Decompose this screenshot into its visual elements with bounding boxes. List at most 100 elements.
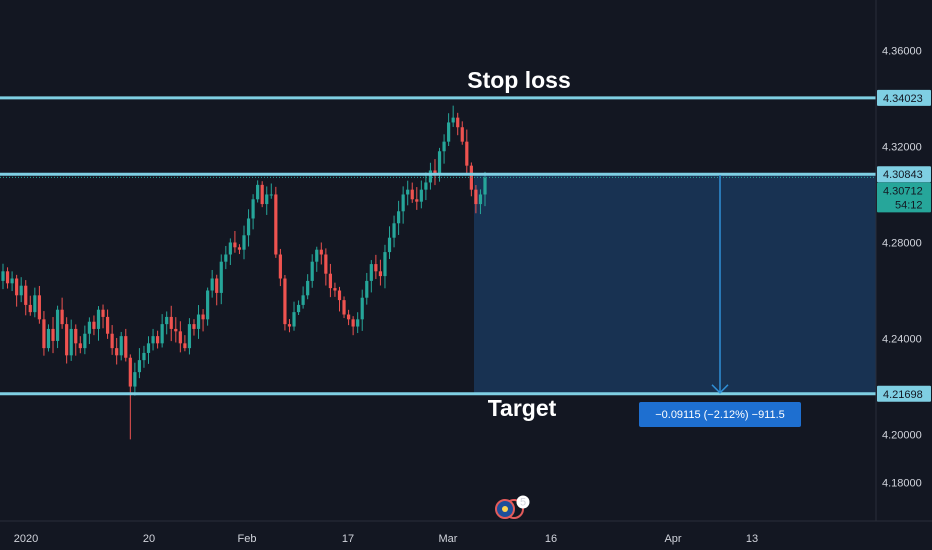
entry-price-badge-bg xyxy=(877,166,931,183)
candle-body xyxy=(374,264,378,272)
candle-body xyxy=(215,278,219,293)
candle-body xyxy=(306,280,310,296)
candle-body xyxy=(360,297,364,320)
candle-body xyxy=(378,271,383,277)
candle-body xyxy=(478,194,483,205)
price-tick-label: 4.32000 xyxy=(882,141,922,153)
candle-body xyxy=(365,280,369,298)
candle-body xyxy=(315,249,319,262)
candle-body xyxy=(269,194,273,196)
candle-body xyxy=(92,321,96,329)
candle-body xyxy=(65,324,69,356)
candle-body xyxy=(337,290,342,301)
candle-body xyxy=(406,189,410,195)
candle-body xyxy=(410,189,414,200)
candle-body xyxy=(442,141,446,152)
candle-body xyxy=(178,331,182,344)
candle-body xyxy=(328,273,332,289)
levels-layer[interactable]: Stop loss Target xyxy=(0,67,876,421)
time-axis[interactable]: 2020 20 Feb 17 Mar 16 Apr 13 xyxy=(14,533,758,545)
time-tick-label: 2020 xyxy=(14,533,38,545)
candle-body xyxy=(183,343,187,349)
candle-body xyxy=(146,343,151,353)
candle-body xyxy=(460,127,464,142)
candle-body xyxy=(397,211,401,224)
candle-body xyxy=(5,271,10,284)
candle-body xyxy=(283,278,287,325)
candle-body xyxy=(333,288,337,291)
candle-body xyxy=(33,295,37,313)
price-tick-label: 4.18000 xyxy=(882,478,922,490)
candle-body xyxy=(160,324,164,344)
bar-countdown-label: 54:12 xyxy=(895,199,923,211)
candle-body xyxy=(96,309,101,329)
candle-body xyxy=(415,199,419,202)
measure-badge[interactable] xyxy=(639,402,801,427)
target-price-badge-label: 4.21698 xyxy=(883,389,923,401)
candle-body xyxy=(10,278,14,284)
candle-body xyxy=(310,261,314,281)
candle-body xyxy=(387,237,392,253)
events-count-label: 5 xyxy=(520,497,526,509)
price-tick-label: 4.36000 xyxy=(882,45,922,57)
candle-body xyxy=(356,319,360,327)
candle-body xyxy=(174,328,178,332)
candle-body xyxy=(237,247,242,250)
candle-body xyxy=(465,141,469,166)
candle-body xyxy=(369,264,373,281)
time-tick-label: 16 xyxy=(545,533,557,545)
candle-body xyxy=(69,328,73,356)
candle-body xyxy=(101,309,105,317)
candle-body xyxy=(324,254,328,274)
candle-body xyxy=(428,170,433,183)
candle-body xyxy=(319,249,323,255)
time-tick-label: 20 xyxy=(143,533,155,545)
candle-body xyxy=(83,333,87,349)
candle-body xyxy=(296,304,301,313)
candle-body xyxy=(192,324,196,329)
candle-body xyxy=(51,328,55,341)
candle-body xyxy=(383,252,387,277)
projection-layer xyxy=(474,174,876,394)
entry-price-badge-label: 4.30843 xyxy=(883,169,923,181)
events-count-badge xyxy=(516,495,530,509)
price-tick-label: 4.28000 xyxy=(882,237,922,249)
candle-body xyxy=(60,309,64,325)
candle-body xyxy=(447,122,451,142)
candle-body xyxy=(456,117,460,128)
candle-body xyxy=(251,199,255,219)
candle-body xyxy=(351,319,355,327)
candle-body xyxy=(233,242,237,248)
candle-body xyxy=(256,184,260,200)
candle-body xyxy=(419,189,423,202)
candle-body xyxy=(287,324,292,327)
current-price-label: 4.30712 xyxy=(883,185,923,197)
candle-body xyxy=(28,304,32,313)
measure-tool[interactable]: −0.09115 (−2.12%) −911.5 xyxy=(639,174,801,427)
price-badges: 4.34023 4.30843 4.21698 4.30712 54:12 xyxy=(877,89,931,402)
current-price-badge-bg xyxy=(877,182,931,213)
time-tick-label: Mar xyxy=(439,533,458,545)
candle-body xyxy=(133,372,137,387)
candle-body xyxy=(119,336,123,356)
price-axis[interactable]: 4.36000 4.32000 4.28000 4.24000 4.20000 4.180… xyxy=(882,45,922,489)
candle-body xyxy=(24,285,28,305)
measure-arrowhead xyxy=(711,384,729,394)
stop-loss-price-badge-label: 4.34023 xyxy=(883,93,923,105)
candle-body xyxy=(210,278,214,291)
candle-body xyxy=(342,300,346,315)
time-tick-label: 17 xyxy=(342,533,354,545)
candle-body xyxy=(292,312,296,327)
stop-loss-label: Stop loss xyxy=(467,67,571,93)
candle-body xyxy=(19,285,23,296)
candle-body xyxy=(165,316,169,325)
candle-body xyxy=(246,218,251,236)
events-indicator[interactable]: 5 xyxy=(495,495,530,519)
candle-body xyxy=(128,357,132,387)
candle-body xyxy=(474,189,478,205)
candle-body xyxy=(242,235,246,250)
time-tick-label: Apr xyxy=(664,533,681,545)
candle-body xyxy=(206,290,210,320)
candle-body xyxy=(115,348,119,356)
